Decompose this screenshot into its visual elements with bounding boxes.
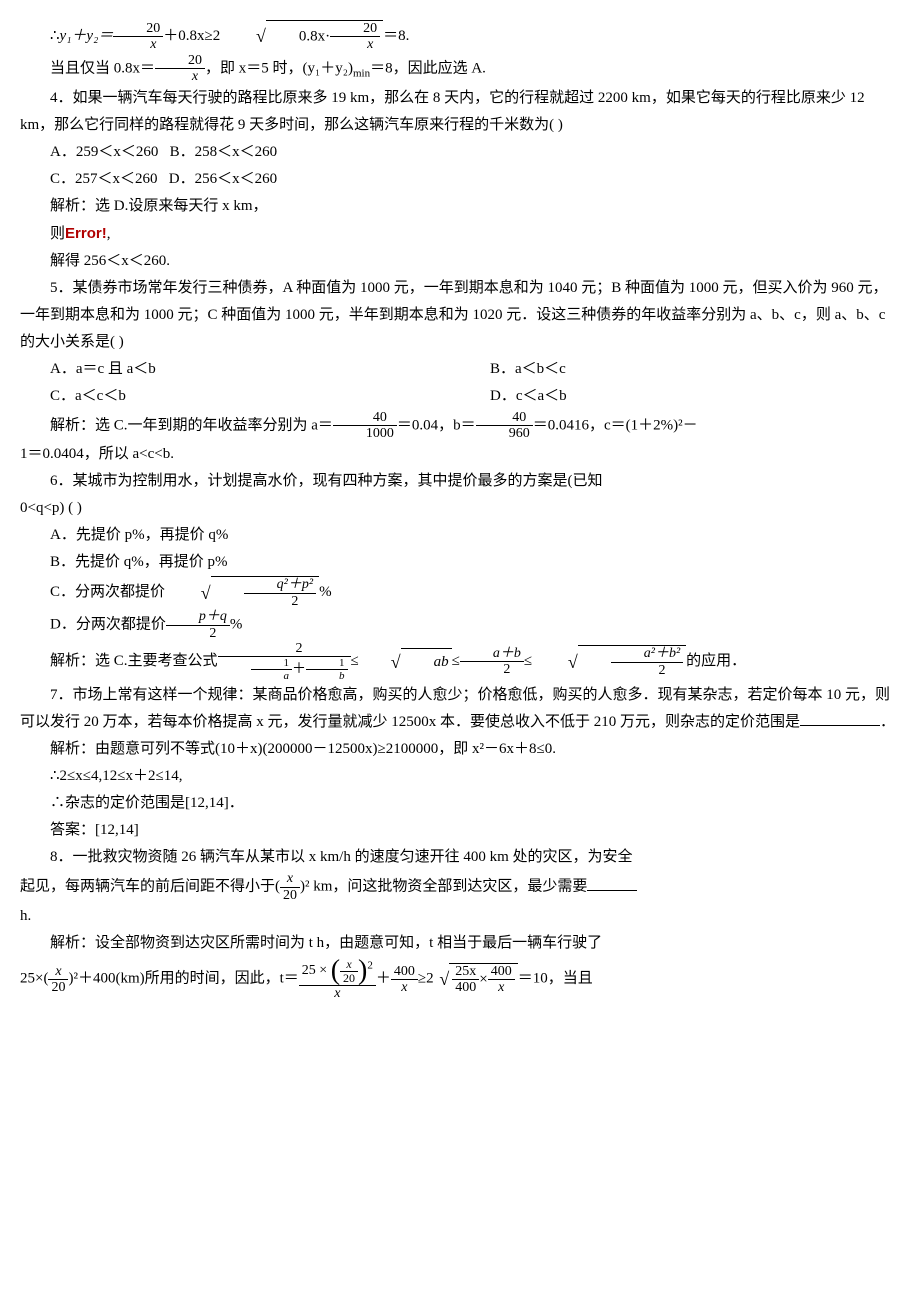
item6-cond: 0<q<p) ( ) — [20, 495, 900, 522]
item6-optC: C．分两次都提价 q²＋p²2% — [20, 576, 900, 609]
item8-sol1: 解析：设全部物资到达灾区所需时间为 t h，由题意可知，t 相当于最后一辆车行驶… — [20, 930, 900, 957]
item4-stem: 4．如果一辆汽车每天行驶的路程比原来多 19 km，那么在 8 天内，它的行程就… — [20, 85, 900, 139]
item5-optA: A．a＝c 且 a＜b — [20, 356, 460, 383]
sqrt-expr: 0.8x·20x — [224, 20, 383, 53]
fill-blank — [800, 725, 880, 726]
therefore-symbol: ∴ — [50, 28, 60, 44]
item4-sol3: 解得 256＜x＜260. — [20, 248, 900, 275]
item6-stem: 6．某城市为控制用水，计划提高水价，现有四种方案，其中提价最多的方案是(已知 — [20, 468, 900, 495]
item5-options-row2: C．a＜c＜b D．c＜a＜b — [20, 383, 900, 410]
item3-line2: 当且仅当 0.8x＝20x，即 x＝5 时，(y₁＋y₂)min＝8，因此应选 … — [20, 53, 900, 85]
item3-line1: ∴y₁＋y₂＝20x＋0.8x≥2 0.8x·20x＝8. — [20, 20, 900, 53]
big-frac-t: 25 × (x20)2 x — [299, 957, 376, 1001]
item6-sol: 解析：选 C.主要考查公式 2 1a＋1b ≤ab≤a＋b2≤ a²＋b²2的应… — [20, 641, 900, 683]
item8-stem-line1: 8．一批救灾物资随 26 辆汽车从某市以 x km/h 的速度匀速开往 400 … — [20, 844, 900, 871]
item5-optB: B．a＜b＜c — [460, 356, 900, 383]
item7-sol1: 解析：由题意可列不等式(10＋x)(200000－12500x)≥2100000… — [20, 736, 900, 763]
eq-8: ＝8. — [383, 28, 409, 44]
item8-stem-line2: 起见，每两辆汽车的前后间距不得小于(x20)² km，问这批物资全部到达灾区，最… — [20, 871, 900, 903]
item4-sol2: 则Error!, — [20, 220, 900, 248]
item4-options-row1: A．259＜x＜260 B．258＜x＜260 — [20, 139, 900, 166]
item7-sol2: ∴2≤x≤4,12≤x＋2≤14, — [20, 763, 900, 790]
item5-stem: 5．某债券市场常年发行三种债券，A 种面值为 1000 元，一年到期本息和为 1… — [20, 275, 900, 356]
item7-ans: 答案：[12,14] — [20, 817, 900, 844]
item7-stem: 7．市场上常有这样一个规律：某商品价格愈高，购买的人愈少；价格愈低，购买的人愈多… — [20, 682, 900, 736]
item4-optC: C．257＜x＜260 — [50, 171, 158, 187]
item5-options-row1: A．a＝c 且 a＜b B．a＜b＜c — [20, 356, 900, 383]
item4-options-row2: C．257＜x＜260 D．256＜x＜260 — [20, 166, 900, 193]
item6-optB: B．先提价 q%，再提价 p% — [20, 549, 900, 576]
item5-optC: C．a＜c＜b — [20, 383, 460, 410]
item7-sol3: ∴杂志的定价范围是[12,14]． — [20, 790, 900, 817]
item4-optB: B．258＜x＜260 — [170, 144, 278, 160]
item5-optD: D．c＜a＜b — [460, 383, 900, 410]
item6-optA: A．先提价 p%，再提价 q% — [20, 522, 900, 549]
item4-sol1: 解析：选 D.设原来每天行 x km， — [20, 193, 900, 220]
item6-optD: D．分两次都提价p＋q2% — [20, 609, 900, 641]
error-text: Error! — [65, 225, 107, 242]
plus-08x: ＋0.8x≥2 — [163, 28, 220, 44]
item4-optD: D．256＜x＜260 — [169, 171, 277, 187]
frac-20-x: 20x — [113, 21, 163, 53]
item5-sol: 解析：选 C.一年到期的年收益率分别为 a＝401000＝0.04，b＝4096… — [20, 410, 900, 442]
fill-blank-2 — [587, 890, 637, 891]
expr-y1y2: y₁＋y₂＝ — [60, 28, 114, 44]
harmonic-mean-frac: 2 1a＋1b — [218, 641, 351, 683]
item8-sol2: 25×(x20)²＋400(km)所用的时间，因此，t＝ 25 × (x20)2… — [20, 957, 900, 1001]
item5-sol-line2: 1＝0.0404，所以 a<c<b. — [20, 441, 900, 468]
item4-optA: A．259＜x＜260 — [50, 144, 158, 160]
item8-stem-line3: h. — [20, 903, 900, 930]
